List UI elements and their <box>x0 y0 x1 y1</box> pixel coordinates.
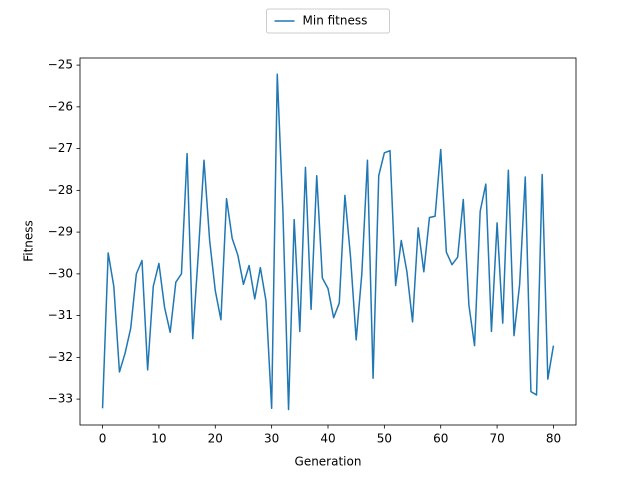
y-tick-label: −28 <box>48 183 73 197</box>
y-tick-label: −31 <box>48 308 73 322</box>
x-tick-label: 80 <box>546 432 561 446</box>
x-tick-label: 50 <box>377 432 392 446</box>
x-tick-label: 30 <box>264 432 279 446</box>
y-tick-label: −25 <box>48 58 73 72</box>
x-tick-label: 20 <box>208 432 223 446</box>
y-tick-label: −32 <box>48 350 73 364</box>
axes-frame <box>79 57 577 426</box>
x-tick-label: 70 <box>489 432 504 446</box>
y-axis-label: Fitness <box>22 220 36 262</box>
data-line <box>101 73 555 411</box>
y-tick-label: −26 <box>48 99 73 113</box>
x-tick-label: 40 <box>320 432 335 446</box>
y-tick-label: −29 <box>48 225 73 239</box>
y-tick-label: −27 <box>48 141 73 155</box>
y-tick-label: −30 <box>48 266 73 280</box>
legend-box <box>266 8 390 34</box>
x-axis-label: Generation <box>295 455 362 469</box>
legend-label: Min fitness <box>303 14 368 28</box>
x-tick-label: 10 <box>151 432 166 446</box>
x-tick-label: 0 <box>99 432 107 446</box>
x-tick-label: 60 <box>433 432 448 446</box>
y-tick-label: −33 <box>48 392 73 406</box>
